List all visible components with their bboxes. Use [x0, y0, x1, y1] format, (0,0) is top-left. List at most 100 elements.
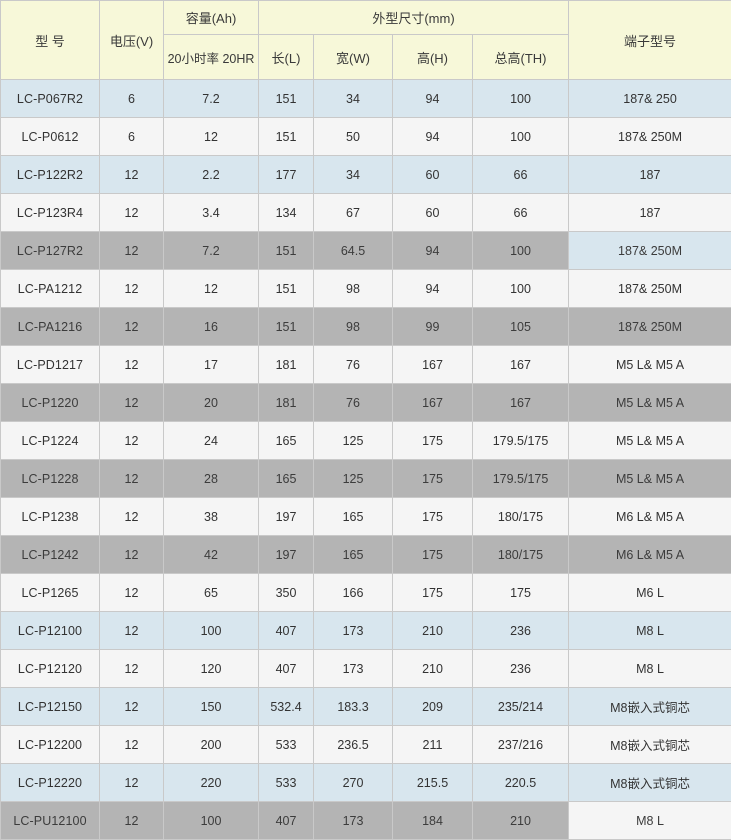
cell-model: LC-PD1217	[1, 346, 100, 384]
column-header-capacity: 容量(Ah)	[164, 1, 259, 35]
cell-model: LC-PA1212	[1, 270, 100, 308]
cell-voltage: 12	[100, 384, 164, 422]
cell-model: LC-P12150	[1, 688, 100, 726]
cell-terminal: M8嵌入式铜芯	[569, 726, 731, 764]
cell-width: 173	[314, 802, 393, 840]
cell-terminal: M5 L& M5 A	[569, 384, 731, 422]
cell-terminal: M6 L& M5 A	[569, 498, 731, 536]
cell-capacity: 7.2	[164, 80, 259, 118]
cell-width: 270	[314, 764, 393, 802]
cell-capacity: 42	[164, 536, 259, 574]
cell-terminal: 187	[569, 156, 731, 194]
cell-length: 197	[259, 536, 314, 574]
cell-total-height: 179.5/175	[473, 422, 569, 460]
cell-model: LC-P0612	[1, 118, 100, 156]
cell-capacity: 12	[164, 270, 259, 308]
column-header-length: 长(L)	[259, 35, 314, 80]
cell-total-height: 100	[473, 118, 569, 156]
cell-model: LC-PA1216	[1, 308, 100, 346]
cell-model: LC-PU12100	[1, 802, 100, 840]
cell-terminal: M8 L	[569, 802, 731, 840]
cell-model: LC-P12200	[1, 726, 100, 764]
cell-length: 181	[259, 384, 314, 422]
cell-capacity: 17	[164, 346, 259, 384]
cell-voltage: 6	[100, 118, 164, 156]
cell-model: LC-P067R2	[1, 80, 100, 118]
cell-length: 165	[259, 422, 314, 460]
cell-total-height: 167	[473, 384, 569, 422]
cell-length: 407	[259, 612, 314, 650]
cell-terminal: 187& 250M	[569, 270, 731, 308]
table-header: 型 号 电压(V) 容量(Ah) 外型尺寸(mm) 端子型号 20小时率 20H…	[1, 1, 731, 80]
cell-model: LC-P122R2	[1, 156, 100, 194]
cell-capacity: 220	[164, 764, 259, 802]
cell-length: 165	[259, 460, 314, 498]
cell-capacity: 16	[164, 308, 259, 346]
cell-terminal: M8嵌入式铜芯	[569, 764, 731, 802]
cell-height: 184	[393, 802, 473, 840]
cell-terminal: M5 L& M5 A	[569, 422, 731, 460]
cell-terminal: M6 L	[569, 574, 731, 612]
column-header-dimensions: 外型尺寸(mm)	[259, 1, 569, 35]
cell-length: 151	[259, 232, 314, 270]
cell-capacity: 38	[164, 498, 259, 536]
column-header-width: 宽(W)	[314, 35, 393, 80]
cell-voltage: 12	[100, 156, 164, 194]
cell-total-height: 180/175	[473, 498, 569, 536]
cell-length: 532.4	[259, 688, 314, 726]
cell-length: 197	[259, 498, 314, 536]
cell-width: 76	[314, 346, 393, 384]
cell-terminal: 187& 250	[569, 80, 731, 118]
cell-total-height: 180/175	[473, 536, 569, 574]
cell-length: 533	[259, 764, 314, 802]
cell-terminal: M8 L	[569, 612, 731, 650]
column-header-terminal: 端子型号	[569, 1, 731, 80]
cell-capacity: 12	[164, 118, 259, 156]
cell-height: 209	[393, 688, 473, 726]
cell-height: 60	[393, 194, 473, 232]
cell-width: 50	[314, 118, 393, 156]
cell-total-height: 66	[473, 156, 569, 194]
cell-total-height: 100	[473, 270, 569, 308]
cell-width: 183.3	[314, 688, 393, 726]
cell-length: 177	[259, 156, 314, 194]
cell-terminal: 187	[569, 194, 731, 232]
cell-width: 34	[314, 80, 393, 118]
cell-model: LC-P127R2	[1, 232, 100, 270]
cell-voltage: 12	[100, 802, 164, 840]
cell-terminal: M8 L	[569, 650, 731, 688]
cell-width: 125	[314, 460, 393, 498]
cell-voltage: 12	[100, 308, 164, 346]
cell-capacity: 100	[164, 612, 259, 650]
cell-voltage: 12	[100, 346, 164, 384]
cell-model: LC-P1224	[1, 422, 100, 460]
cell-capacity: 100	[164, 802, 259, 840]
cell-height: 175	[393, 574, 473, 612]
cell-model: LC-P123R4	[1, 194, 100, 232]
cell-capacity: 120	[164, 650, 259, 688]
cell-width: 64.5	[314, 232, 393, 270]
cell-total-height: 100	[473, 80, 569, 118]
cell-total-height: 175	[473, 574, 569, 612]
